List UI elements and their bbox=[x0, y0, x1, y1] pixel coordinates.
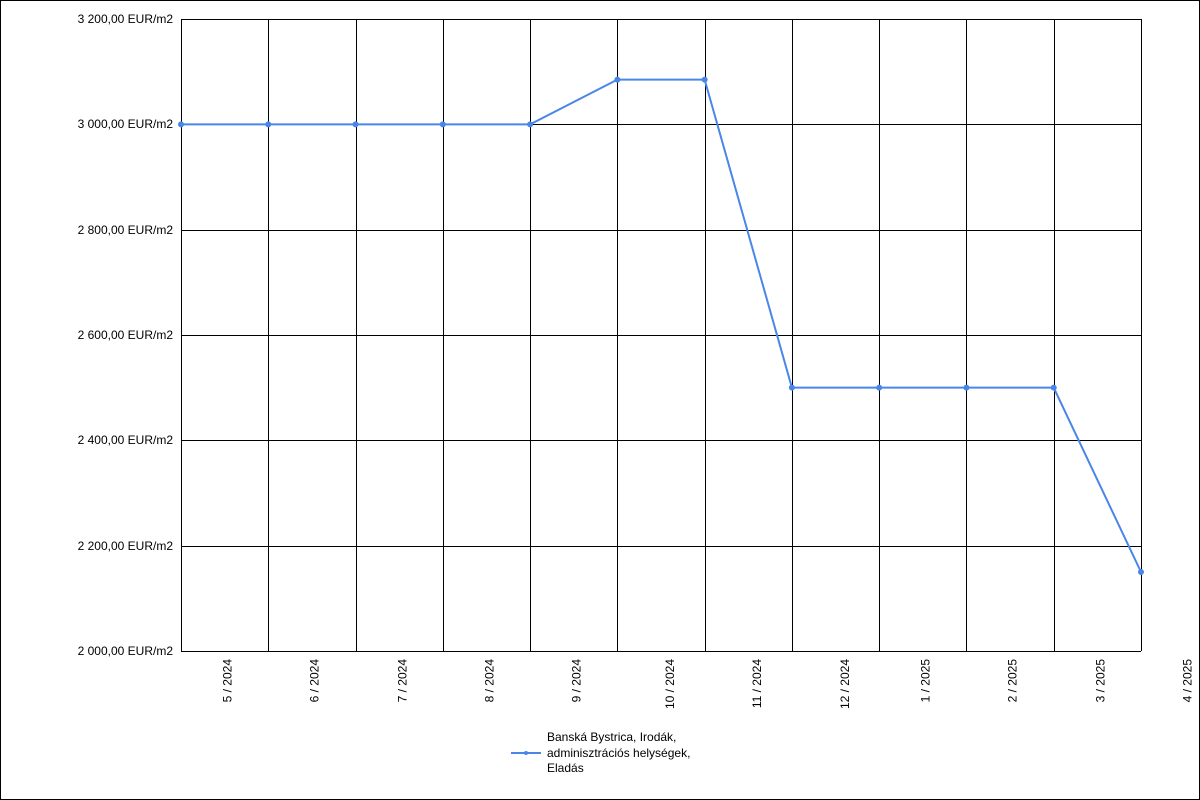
y-axis-label: 2 000,00 EUR/m2 bbox=[1, 644, 173, 658]
x-axis-label: 6 / 2024 bbox=[308, 659, 322, 702]
y-axis-label: 2 200,00 EUR/m2 bbox=[1, 539, 173, 553]
x-axis-label: 9 / 2024 bbox=[569, 659, 583, 702]
y-axis-label: 2 800,00 EUR/m2 bbox=[1, 223, 173, 237]
legend-line-icon bbox=[511, 752, 541, 754]
y-axis-label: 3 000,00 EUR/m2 bbox=[1, 117, 173, 131]
x-axis-label: 12 / 2024 bbox=[838, 659, 852, 709]
chart-container: 2 000,00 EUR/m2 2 200,00 EUR/m2 2 400,00 E… bbox=[0, 0, 1200, 800]
y-axis-label: 3 200,00 EUR/m2 bbox=[1, 12, 173, 26]
plot-area bbox=[181, 19, 1141, 651]
x-axis-label: 8 / 2024 bbox=[482, 659, 496, 702]
x-axis-label: 3 / 2025 bbox=[1093, 659, 1107, 702]
x-axis-label: 10 / 2024 bbox=[663, 659, 677, 709]
x-axis-label: 11 / 2024 bbox=[750, 659, 764, 708]
legend-text: Banská Bystrica, Irodák, adminisztrációs… bbox=[547, 730, 690, 777]
legend: Banská Bystrica, Irodák, adminisztrációs… bbox=[511, 730, 690, 777]
x-axis-label: 4 / 2025 bbox=[1180, 659, 1194, 702]
x-axis-label: 1 / 2025 bbox=[919, 659, 933, 702]
x-axis-label: 7 / 2024 bbox=[395, 659, 409, 702]
x-axis-label: 2 / 2025 bbox=[1006, 659, 1020, 702]
x-axis-label: 5 / 2024 bbox=[220, 659, 234, 702]
y-axis-label: 2 400,00 EUR/m2 bbox=[1, 433, 173, 447]
y-axis-label: 2 600,00 EUR/m2 bbox=[1, 328, 173, 342]
line-series bbox=[181, 19, 1141, 651]
